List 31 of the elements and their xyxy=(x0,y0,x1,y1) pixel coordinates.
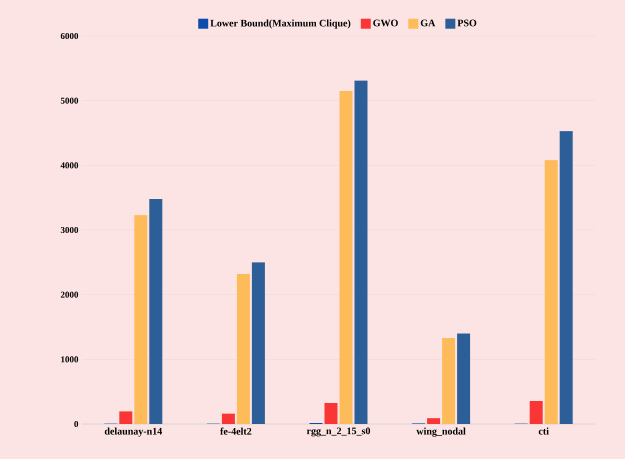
bar xyxy=(252,262,265,424)
x-tick-label: cti xyxy=(538,428,549,435)
bar xyxy=(236,274,250,424)
y-tick-label: 3000 xyxy=(60,226,78,234)
y-tick-label: 1000 xyxy=(61,356,78,362)
bar xyxy=(544,160,558,424)
bar xyxy=(457,333,470,424)
legend-label: PSO xyxy=(458,20,476,26)
y-tick-label: 6000 xyxy=(60,32,78,40)
bar xyxy=(339,90,352,424)
bar xyxy=(324,402,338,424)
legend-label: Lower Bound(Maximum Clique) xyxy=(210,19,350,29)
legend-label: GWO xyxy=(373,20,398,26)
bar xyxy=(442,338,456,424)
bar xyxy=(427,418,440,424)
bar xyxy=(134,215,148,424)
y-tick-label: 0 xyxy=(74,420,78,428)
y-tick-label: 2000 xyxy=(60,292,78,298)
bar xyxy=(149,198,162,424)
x-tick-label: rgg_n_2_15_s0 xyxy=(306,428,370,436)
x-tick-label: fe-4elt2 xyxy=(220,428,252,435)
bar xyxy=(354,80,368,424)
x-tick-label: wing_nodal xyxy=(416,428,466,437)
y-tick-label: 4000 xyxy=(60,162,78,168)
y-tick-label: 5000 xyxy=(60,98,78,104)
x-tick-label: delaunay-n14 xyxy=(104,428,162,437)
bar xyxy=(530,401,543,424)
bar xyxy=(222,414,235,424)
legend-label: GA xyxy=(420,20,436,26)
bar xyxy=(560,131,573,424)
bar xyxy=(119,411,132,424)
